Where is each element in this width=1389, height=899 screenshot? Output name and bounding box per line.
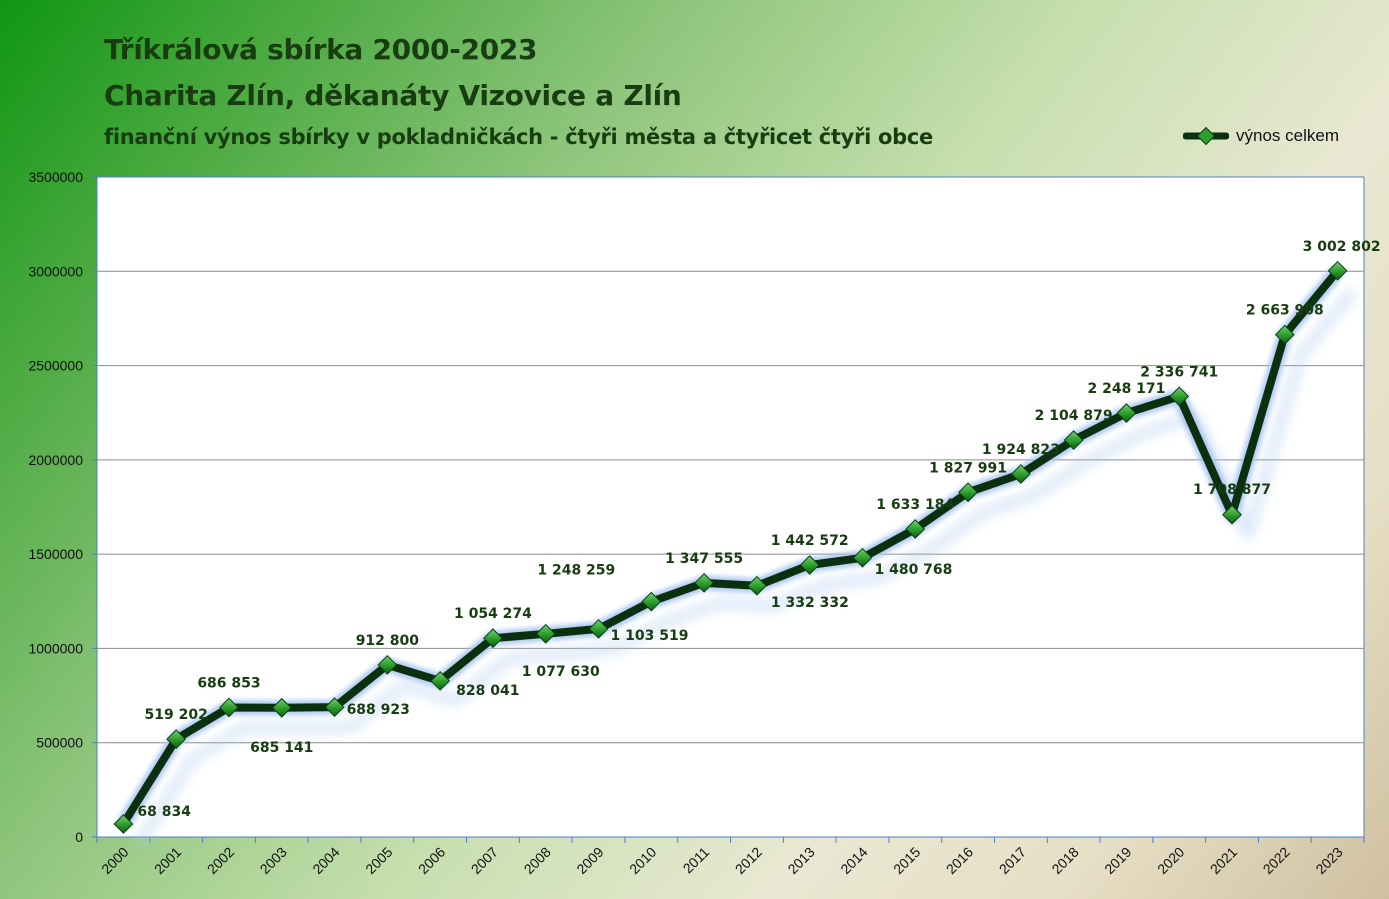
data-label: 2 336 741 <box>1140 364 1218 380</box>
data-labels: 68 834 519 202 686 853 685 141 688 923 912 80… <box>137 239 1380 820</box>
x-tick-label: 2002 <box>204 844 237 877</box>
data-label: 685 141 <box>250 740 313 756</box>
x-tick-label: 2009 <box>573 844 606 877</box>
data-label: 686 853 <box>197 675 260 691</box>
data-point <box>1116 403 1137 423</box>
x-axis: 2000 2001 2002 2003 2004 2005 2006 2007 2008 2009… <box>96 837 1365 877</box>
data-point <box>1222 504 1242 525</box>
y-tick-label: 500000 <box>36 735 83 751</box>
y-tick-label: 3500000 <box>28 169 83 185</box>
data-label: 828 041 <box>456 683 519 699</box>
y-tick-label: 0 <box>75 829 83 845</box>
y-tick-label: 2500000 <box>28 358 83 374</box>
x-tick-label: 2005 <box>362 844 395 877</box>
data-point <box>430 670 451 691</box>
data-point <box>588 619 609 639</box>
x-tick-label: 2003 <box>257 844 290 877</box>
x-tick-label: 2011 <box>680 844 713 877</box>
data-point <box>1327 260 1348 281</box>
data-point <box>852 547 873 568</box>
data-label: 2 663 908 <box>1246 303 1324 319</box>
data-point <box>166 729 187 749</box>
data-label: 1 332 332 <box>771 595 849 611</box>
data-point <box>1169 386 1190 407</box>
data-label: 1 054 274 <box>454 606 532 622</box>
x-tick-label: 2016 <box>943 844 976 877</box>
data-point <box>641 591 662 612</box>
data-label: 1 708 877 <box>1193 482 1271 498</box>
data-label: 3 002 802 <box>1303 239 1381 255</box>
chart-title: Tříkrálová sbírka 2000-2023 <box>104 33 538 66</box>
plot-area <box>96 176 1365 838</box>
x-tick-label: 2014 <box>837 844 870 877</box>
data-label: 1 248 259 <box>537 563 615 579</box>
y-tick-label: 1000000 <box>28 640 83 656</box>
series-vynos-celkem <box>113 260 1358 847</box>
x-tick-label: 2006 <box>415 844 448 877</box>
data-point <box>1063 430 1084 450</box>
x-tick-label: 2008 <box>521 844 554 877</box>
data-label: 1 633 184 <box>876 497 954 513</box>
x-tick-label: 2023 <box>1312 844 1345 877</box>
data-point <box>377 654 398 675</box>
data-point <box>1274 324 1295 345</box>
x-tick-label: 2015 <box>890 844 923 877</box>
data-point <box>483 628 503 649</box>
chart-subtitle-line2: Charita Zlín, děkanáty Vizovice a Zlín <box>104 79 682 112</box>
x-tick-label: 2007 <box>468 844 501 877</box>
x-tick-label: 2022 <box>1260 844 1293 877</box>
x-tick-label: 2000 <box>98 844 131 877</box>
data-point <box>113 814 134 834</box>
x-tick-label: 2021 <box>1207 844 1240 877</box>
x-tick-label: 2004 <box>309 844 342 877</box>
data-label: 1 924 823 <box>982 442 1060 458</box>
grid <box>97 270 1364 744</box>
data-label: 1 442 572 <box>771 533 849 549</box>
data-label: 912 800 <box>356 633 420 649</box>
y-tick-label: 1500000 <box>28 546 83 562</box>
y-axis: 0 500000 1000000 1500000 2000000 2500000 30000… <box>28 169 97 845</box>
x-tick-label: 2018 <box>1048 844 1081 877</box>
data-point <box>219 697 239 718</box>
data-point <box>694 572 715 593</box>
data-point <box>905 519 926 539</box>
data-label: 2 248 171 <box>1087 381 1165 397</box>
data-label: 1 347 555 <box>665 551 743 567</box>
data-label: 1 103 519 <box>611 628 689 644</box>
y-tick-label: 2000000 <box>28 452 83 468</box>
data-point <box>535 623 556 644</box>
data-point <box>799 555 820 575</box>
x-tick-label: 2017 <box>996 844 1029 877</box>
x-tick-label: 2010 <box>626 844 659 877</box>
series-shadow <box>135 287 1358 847</box>
chart-subtitle: finanční výnos sbírky v pokladničkách - … <box>104 125 933 149</box>
data-label: 1 827 991 <box>929 460 1007 476</box>
x-tick-label: 2020 <box>1154 844 1187 877</box>
data-label: 2 104 879 <box>1035 408 1113 424</box>
data-point <box>958 482 978 503</box>
x-tick-label: 2012 <box>732 844 765 877</box>
x-tick-label: 2013 <box>784 844 817 877</box>
legend-label: výnos celkem <box>1236 126 1339 145</box>
data-point <box>324 697 345 717</box>
data-label: 1 480 768 <box>874 562 952 578</box>
data-point <box>746 575 767 596</box>
data-label: 519 202 <box>145 707 208 723</box>
x-tick-label: 2019 <box>1101 844 1134 877</box>
x-tick-label: 2001 <box>151 844 184 877</box>
data-label: 68 834 <box>137 804 191 820</box>
legend-series-marker <box>1183 126 1229 146</box>
data-label: 688 923 <box>347 702 410 718</box>
data-point <box>271 697 292 718</box>
data-label: 1 077 630 <box>522 664 600 680</box>
y-tick-label: 3000000 <box>28 263 83 279</box>
legend: výnos celkem <box>1183 126 1339 146</box>
data-point <box>1010 464 1031 484</box>
